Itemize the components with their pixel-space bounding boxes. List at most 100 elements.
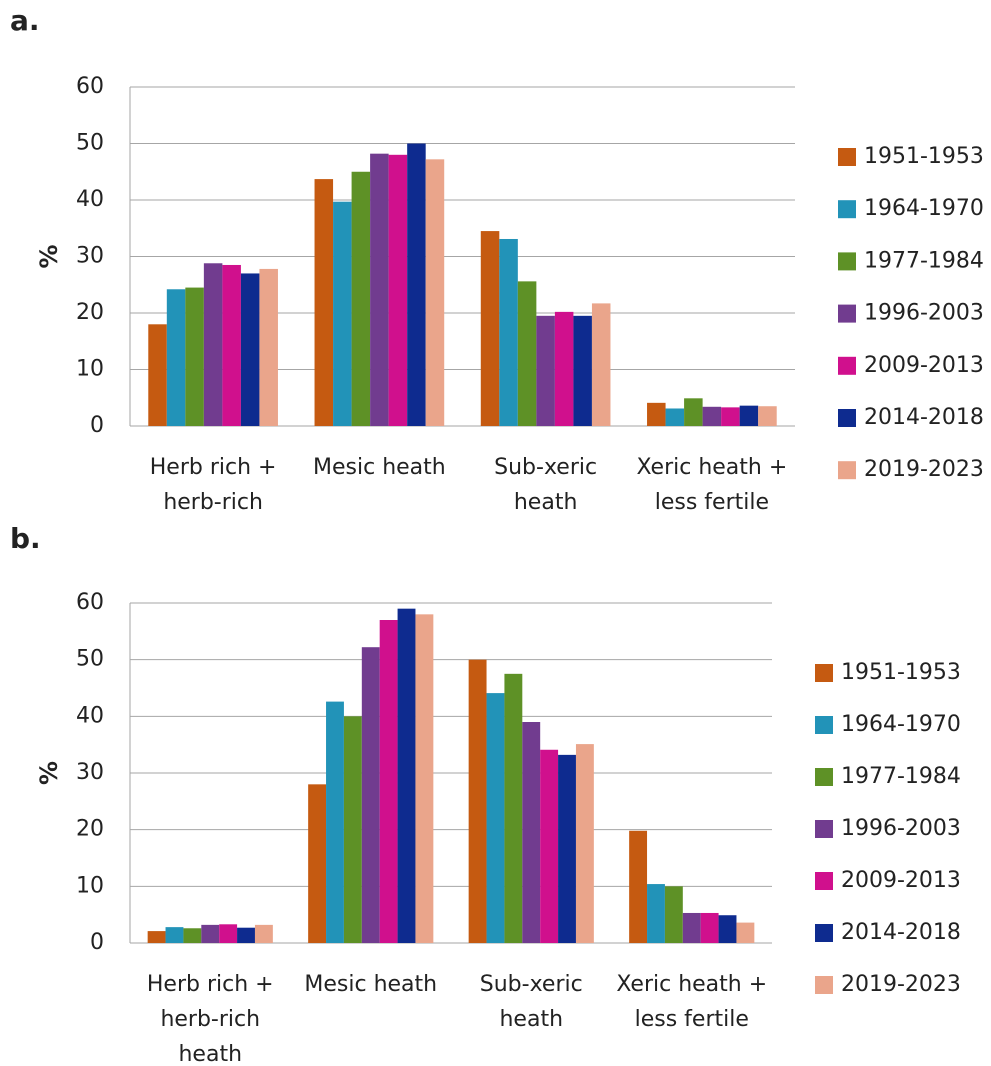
- x-tick-label: Xeric heath + less fertile: [616, 972, 768, 1032]
- bar: [425, 159, 445, 426]
- bar: [504, 673, 523, 943]
- bar: [379, 620, 398, 943]
- x-tick-label: Mesic heath: [304, 972, 438, 997]
- bar: [665, 408, 685, 426]
- legend-label: 2009-2013: [864, 353, 984, 378]
- bar: [558, 754, 576, 943]
- x-tick-label: Xeric heath + less fertile: [636, 455, 788, 515]
- legend-swatch: [815, 820, 833, 838]
- bar: [415, 614, 434, 943]
- y-tick-label: 30: [76, 244, 104, 269]
- legend-label: 2019-2023: [841, 972, 961, 997]
- bar: [499, 238, 518, 426]
- legend-label: 1977-1984: [864, 248, 984, 273]
- legend-label: 1977-1984: [841, 764, 961, 789]
- bar: [682, 912, 701, 943]
- bar: [166, 289, 186, 426]
- bar: [721, 407, 740, 426]
- bar: [647, 402, 666, 426]
- bar: [554, 311, 574, 426]
- y-tick-label: 50: [76, 131, 104, 156]
- bar: [536, 315, 555, 426]
- y-tick-label: 30: [76, 760, 104, 785]
- legend-label: 1996-2003: [864, 301, 984, 326]
- bar: [259, 268, 278, 426]
- legend-swatch: [838, 252, 856, 271]
- y-tick-label: 10: [76, 873, 104, 898]
- legend-swatch: [815, 768, 833, 786]
- bar: [573, 315, 592, 426]
- bar: [540, 749, 559, 943]
- bar: [388, 154, 408, 427]
- bar: [308, 784, 327, 943]
- x-tick-label: Herb rich + herb-rich: [149, 455, 277, 515]
- legend-swatch: [838, 461, 856, 480]
- bar: [468, 659, 487, 943]
- y-tick-label: 40: [76, 187, 104, 212]
- bar: [517, 281, 537, 426]
- bar: [201, 924, 220, 943]
- bar: [185, 287, 204, 426]
- legend-swatch: [838, 304, 856, 323]
- bar: [219, 924, 238, 943]
- bar: [522, 722, 541, 943]
- legend-label: 2014-2018: [864, 405, 984, 430]
- y-tick-label: 0: [90, 930, 104, 955]
- legend-swatch: [838, 148, 856, 166]
- bar: [222, 264, 241, 426]
- bar: [702, 406, 722, 426]
- legend-label: 1964-1970: [864, 196, 984, 221]
- x-tick-label: Herb rich + herb-rich heath: [146, 972, 274, 1066]
- legend-label: 1951-1953: [841, 660, 961, 685]
- x-tick-label: Sub-xeric heath: [494, 455, 598, 515]
- bar: [480, 231, 500, 426]
- bar: [629, 830, 648, 943]
- bar: [486, 693, 505, 943]
- y-axis-label: %: [35, 244, 63, 268]
- bar: [343, 716, 362, 943]
- bar: [254, 924, 273, 943]
- bar: [684, 398, 703, 426]
- legend-label: 1964-1970: [841, 712, 961, 737]
- bar: [361, 647, 380, 943]
- panel-label: b.: [10, 522, 41, 555]
- bar: [165, 927, 184, 943]
- x-tick-label: Mesic heath: [313, 455, 446, 480]
- bar: [700, 912, 719, 943]
- bar: [397, 608, 416, 943]
- bar: [575, 744, 594, 943]
- legend-swatch: [815, 872, 833, 890]
- legend-label: 1996-2003: [841, 816, 961, 841]
- legend-swatch: [815, 976, 833, 994]
- y-axis-label: %: [35, 761, 63, 785]
- legend-label: 1951-1953: [864, 144, 984, 169]
- legend-swatch: [815, 716, 833, 734]
- legend-swatch: [838, 200, 856, 219]
- bar: [183, 928, 202, 943]
- x-tick-label: Sub-xeric heath: [479, 972, 583, 1032]
- bar: [664, 886, 683, 943]
- bar: [739, 405, 759, 426]
- bar: [407, 143, 426, 426]
- bar: [240, 273, 260, 426]
- y-tick-label: 40: [76, 703, 104, 728]
- y-tick-label: 20: [76, 817, 104, 842]
- legend-label: 2019-2023: [864, 457, 984, 482]
- y-tick-label: 20: [76, 300, 104, 325]
- bar: [326, 701, 344, 943]
- legend-label: 2014-2018: [841, 920, 961, 945]
- bar: [314, 179, 334, 426]
- legend-swatch: [815, 664, 833, 682]
- panel-label: a.: [10, 4, 40, 37]
- bar: [203, 263, 223, 426]
- bar: [237, 927, 255, 943]
- y-tick-label: 60: [76, 590, 104, 615]
- bar: [736, 922, 755, 943]
- bar: [351, 171, 371, 426]
- legend-label: 2009-2013: [841, 868, 961, 893]
- y-tick-label: 60: [76, 74, 104, 99]
- y-tick-label: 10: [76, 357, 104, 382]
- legend-swatch: [838, 356, 856, 375]
